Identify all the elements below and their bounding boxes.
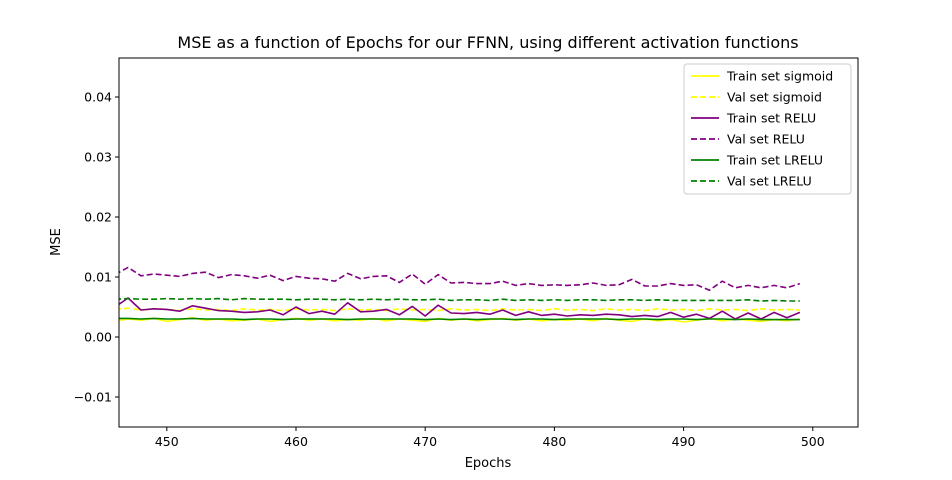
- series-line-5: [119, 297, 800, 302]
- legend-label-2: Train set RELU: [726, 111, 816, 126]
- series-layer: [119, 266, 801, 323]
- legend-label-4: Train set LRELU: [726, 153, 823, 168]
- legend-label-1: Val set sigmoid: [727, 90, 822, 105]
- plot-frame: [118, 57, 859, 428]
- x-tick-label: 480: [542, 434, 566, 449]
- legend: Train set sigmoid Val set sigmoid Train se…: [683, 63, 852, 195]
- y-tick-label: −0.01: [74, 390, 112, 405]
- legend-label-0: Train set sigmoid: [726, 69, 833, 84]
- x-tick-label: 470: [413, 434, 437, 449]
- x-tick-label: 450: [155, 434, 179, 449]
- series-line-2: [119, 297, 801, 320]
- y-tick-label: 0.03: [84, 150, 112, 165]
- y-axis-label: MSE: [49, 228, 64, 256]
- legend-box: [683, 63, 852, 195]
- x-tick-label: 500: [801, 434, 825, 449]
- x-tick-label: 460: [284, 434, 308, 449]
- x-tick-label: 490: [672, 434, 696, 449]
- series-line-4: [119, 317, 800, 321]
- y-tick-label: 0.01: [84, 270, 112, 285]
- legend-label-5: Val set LRELU: [727, 174, 812, 189]
- x-axis-label: Epochs: [465, 456, 512, 471]
- series-line-1: [119, 307, 800, 312]
- x-axis-ticks: 450 460 470 480 490 500: [155, 427, 825, 449]
- y-tick-label: 0.04: [84, 90, 112, 105]
- legend-label-3: Val set RELU: [727, 132, 805, 147]
- y-axis-ticks: −0.01 0.00 0.01 0.02 0.03 0.04: [74, 90, 119, 405]
- chart-title: MSE as a function of Epochs for our FFNN…: [177, 33, 798, 52]
- y-tick-label: 0.02: [84, 210, 112, 225]
- series-line-3: [119, 266, 801, 292]
- y-tick-label: 0.00: [84, 330, 112, 345]
